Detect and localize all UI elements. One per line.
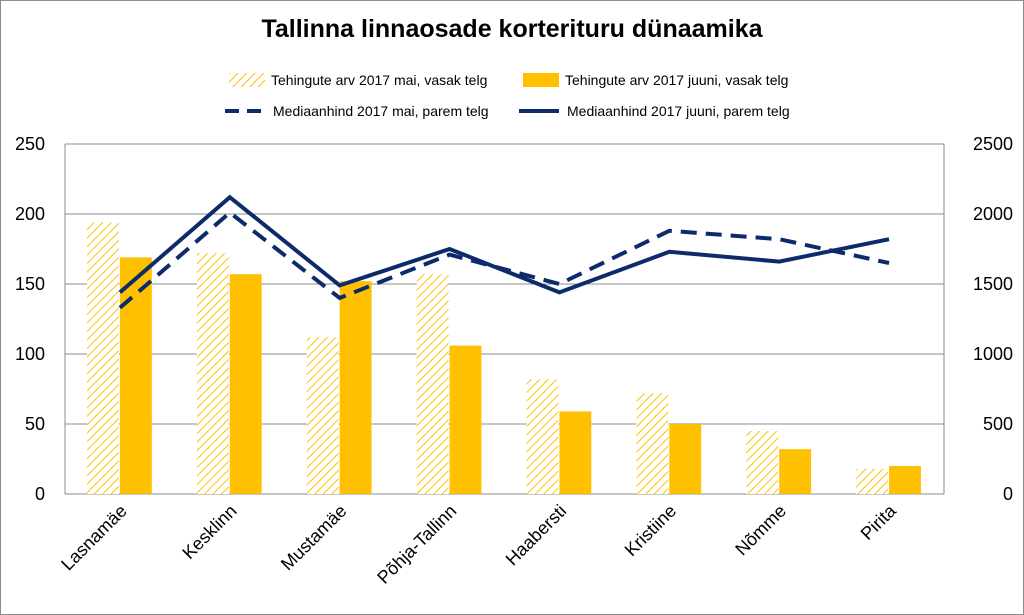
bar-june	[669, 424, 702, 494]
bar-may	[746, 431, 779, 494]
category-label: Kristiine	[621, 501, 680, 560]
bar-may	[636, 393, 669, 494]
bar-may	[856, 468, 889, 494]
left-tick-label: 100	[15, 344, 45, 364]
legend-swatch-solid	[523, 73, 559, 87]
bar-june	[559, 411, 592, 494]
left-tick-label: 250	[15, 134, 45, 154]
category-label: Mustamäe	[277, 501, 351, 575]
left-tick-label: 150	[15, 274, 45, 294]
right-tick-label: 2500	[973, 134, 1013, 154]
bar-june	[889, 466, 921, 494]
legend-swatch-dashed-line	[225, 109, 265, 113]
bar-may	[526, 379, 559, 494]
bar-june	[779, 449, 812, 494]
legend-label: Mediaanhind 2017 mai, parem telg	[273, 103, 489, 119]
category-label: Pirita	[857, 500, 901, 544]
bar-june	[339, 281, 372, 494]
legend-swatch-solid-line	[519, 109, 559, 113]
bar-june	[229, 274, 262, 494]
legend-item-line-june: Mediaanhind 2017 juuni, parem telg	[517, 101, 790, 121]
bar-june	[449, 345, 482, 494]
left-tick-label: 200	[15, 204, 45, 224]
chart-title: Tallinna linnaosade korterituru dünaamik…	[261, 15, 763, 43]
legend-item-line-may: Mediaanhind 2017 mai, parem telg	[223, 101, 489, 121]
category-label: Haabersti	[502, 501, 571, 570]
legend-label: Tehingute arv 2017 mai, vasak telg	[271, 72, 488, 88]
bar-may	[87, 222, 119, 494]
right-tick-label: 0	[1003, 484, 1013, 504]
right-tick-label: 1500	[973, 274, 1013, 294]
bar-may	[306, 337, 339, 494]
bar-may	[196, 253, 229, 494]
left-tick-label: 0	[35, 484, 45, 504]
legend-label: Tehingute arv 2017 juuni, vasak telg	[565, 72, 789, 88]
category-label: Lasnamäe	[57, 501, 131, 575]
category-label: Kesklinn	[178, 501, 240, 563]
legend-item-bar-may: Tehingute arv 2017 mai, vasak telg	[229, 70, 487, 90]
category-label: Nõmme	[731, 501, 790, 560]
line-median-june	[118, 194, 890, 295]
legend-swatch-hatched	[229, 73, 265, 87]
left-tick-label: 50	[25, 414, 45, 434]
right-tick-label: 2000	[973, 204, 1013, 224]
category-label: Põhja-Tallinn	[373, 501, 460, 588]
legend-item-bar-june: Tehingute arv 2017 juuni, vasak telg	[523, 70, 788, 90]
bar-june	[119, 257, 152, 494]
right-tick-label: 1000	[973, 344, 1013, 364]
right-tick-label: 500	[983, 414, 1013, 434]
bar-may	[416, 274, 449, 494]
legend-label: Mediaanhind 2017 juuni, parem telg	[567, 103, 790, 119]
